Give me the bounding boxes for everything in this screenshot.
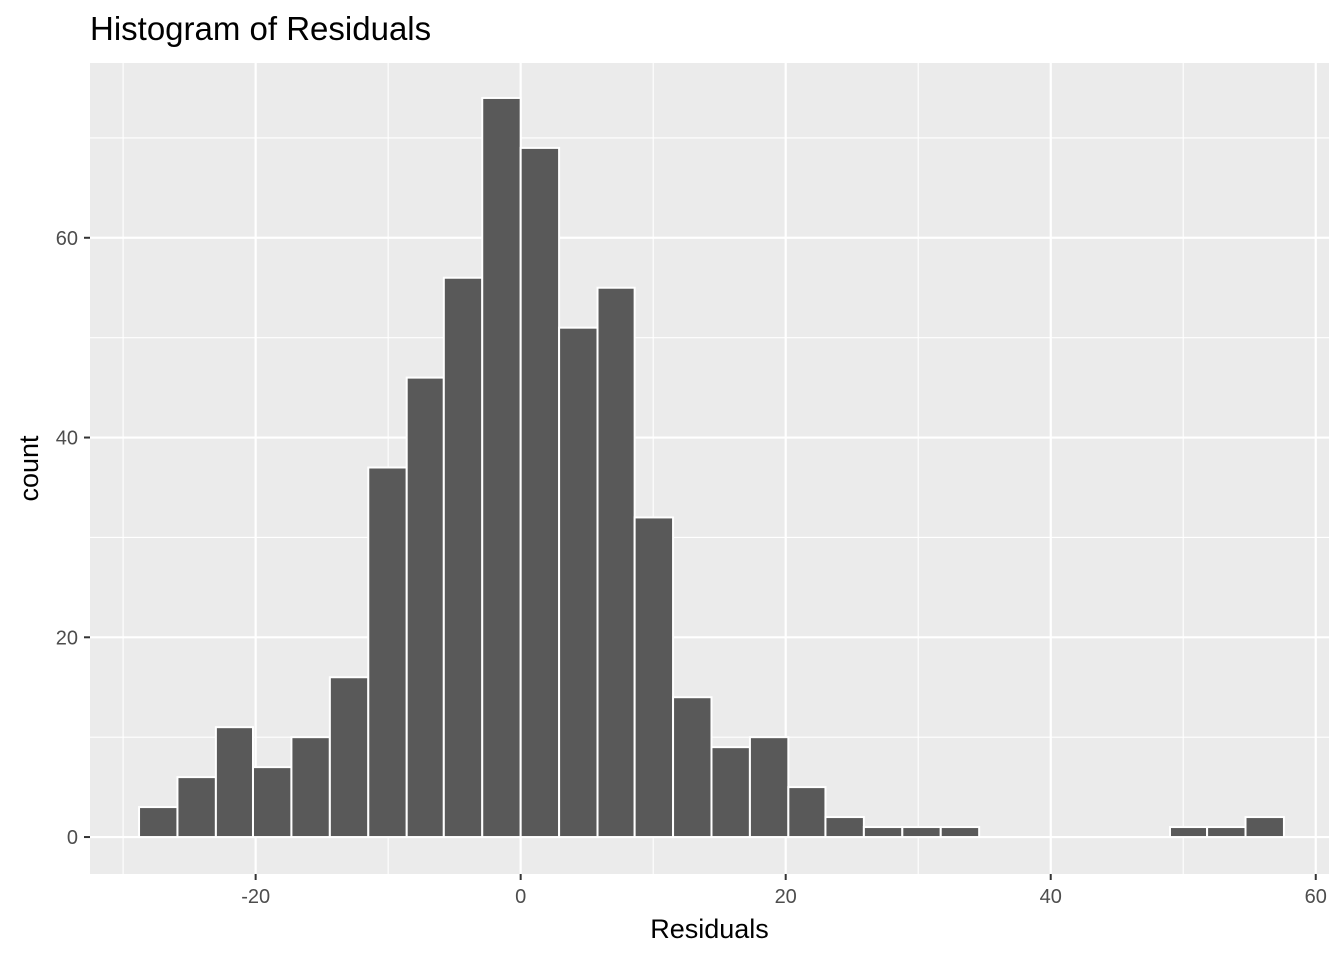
x-tick-label: 60 <box>1305 886 1327 908</box>
histogram-bar <box>939 826 981 839</box>
histogram-bar <box>176 776 217 839</box>
histogram-bar <box>405 376 445 839</box>
y-tick-label: 0 <box>67 827 78 849</box>
y-tick-label: 60 <box>56 228 78 250</box>
histogram-bar <box>481 96 522 839</box>
y-axis-title: count <box>14 435 44 502</box>
y-tick-label: 40 <box>56 428 78 450</box>
histogram-bar <box>824 816 865 839</box>
x-tick-label: 40 <box>1040 886 1062 908</box>
histogram-bar <box>596 286 636 839</box>
histogram-bar <box>328 676 370 839</box>
histogram-bar <box>748 736 790 839</box>
y-tick-label: 20 <box>56 627 78 649</box>
y-axis: 0 20 40 60 <box>56 228 90 849</box>
histogram-bar <box>558 326 599 839</box>
x-axis-title: Residuals <box>650 914 769 944</box>
x-tick-label: 20 <box>775 886 797 908</box>
histogram-bar <box>862 826 904 839</box>
histogram-bars <box>138 96 1285 839</box>
histogram-bar <box>214 726 254 839</box>
histogram-bar <box>138 806 179 839</box>
histogram-bar <box>672 696 713 839</box>
chart-title: Histogram of Residuals <box>90 10 431 47</box>
histogram-bar <box>251 766 293 839</box>
x-tick-label: -20 <box>241 886 270 908</box>
histogram-bar <box>442 276 484 839</box>
histogram-bar <box>1244 816 1285 839</box>
histogram-bar <box>519 146 561 839</box>
histogram-bar <box>290 736 331 839</box>
histogram-bar <box>1206 826 1247 839</box>
histogram-bar <box>367 466 408 839</box>
x-tick-label: 0 <box>515 886 526 908</box>
histogram-bar <box>787 786 827 839</box>
x-axis: -20 0 20 40 60 <box>241 874 1327 908</box>
histogram-bar <box>633 516 675 839</box>
histogram-bar <box>901 826 942 839</box>
histogram-bar <box>1168 826 1209 839</box>
histogram-bar <box>710 746 751 839</box>
